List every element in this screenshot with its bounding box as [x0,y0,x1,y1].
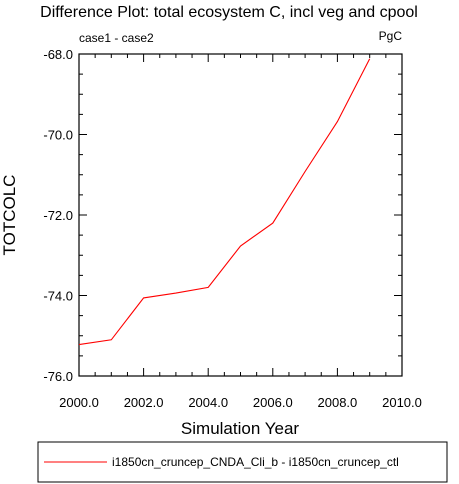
x-tick-label: 2010.0 [382,395,422,410]
x-tick-label: 2004.0 [188,395,228,410]
axis-ticks [78,53,403,377]
legend: i1850cn_cruncep_CNDA_Cli_b - i1850cn_cru… [37,441,448,483]
y-tick-label: -74.0 [43,289,73,304]
y-tick-label: -72.0 [43,208,73,223]
x-tick-label: 2006.0 [253,395,293,410]
x-tick-label: 2002.0 [124,395,164,410]
series-line [78,58,371,346]
units-label: PgC [379,29,403,43]
legend-box [37,441,448,483]
plot-frame [78,53,403,377]
y-tick-label: -68.0 [43,47,73,62]
left-subtitle: case1 - case2 [79,31,154,45]
chart-title: Difference Plot: total ecosystem C, incl… [40,4,418,21]
x-tick-label: 2000.0 [59,395,99,410]
x-tick-labels: 2000.0 2002.0 2004.0 2006.0 2008.0 2010.0 [59,395,422,410]
y-axis-label: TOTCOLC [0,175,19,256]
y-tick-label: -70.0 [43,128,73,143]
legend-entry-label: i1850cn_cruncep_CNDA_Cli_b - i1850cn_cru… [112,455,399,469]
y-tick-labels: -76.0 -74.0 -72.0 -70.0 -68.0 [43,47,73,384]
x-tick-label: 2008.0 [318,395,358,410]
x-axis-label: Simulation Year [181,419,299,438]
series-lines [78,58,371,346]
y-tick-label: -76.0 [43,369,73,384]
